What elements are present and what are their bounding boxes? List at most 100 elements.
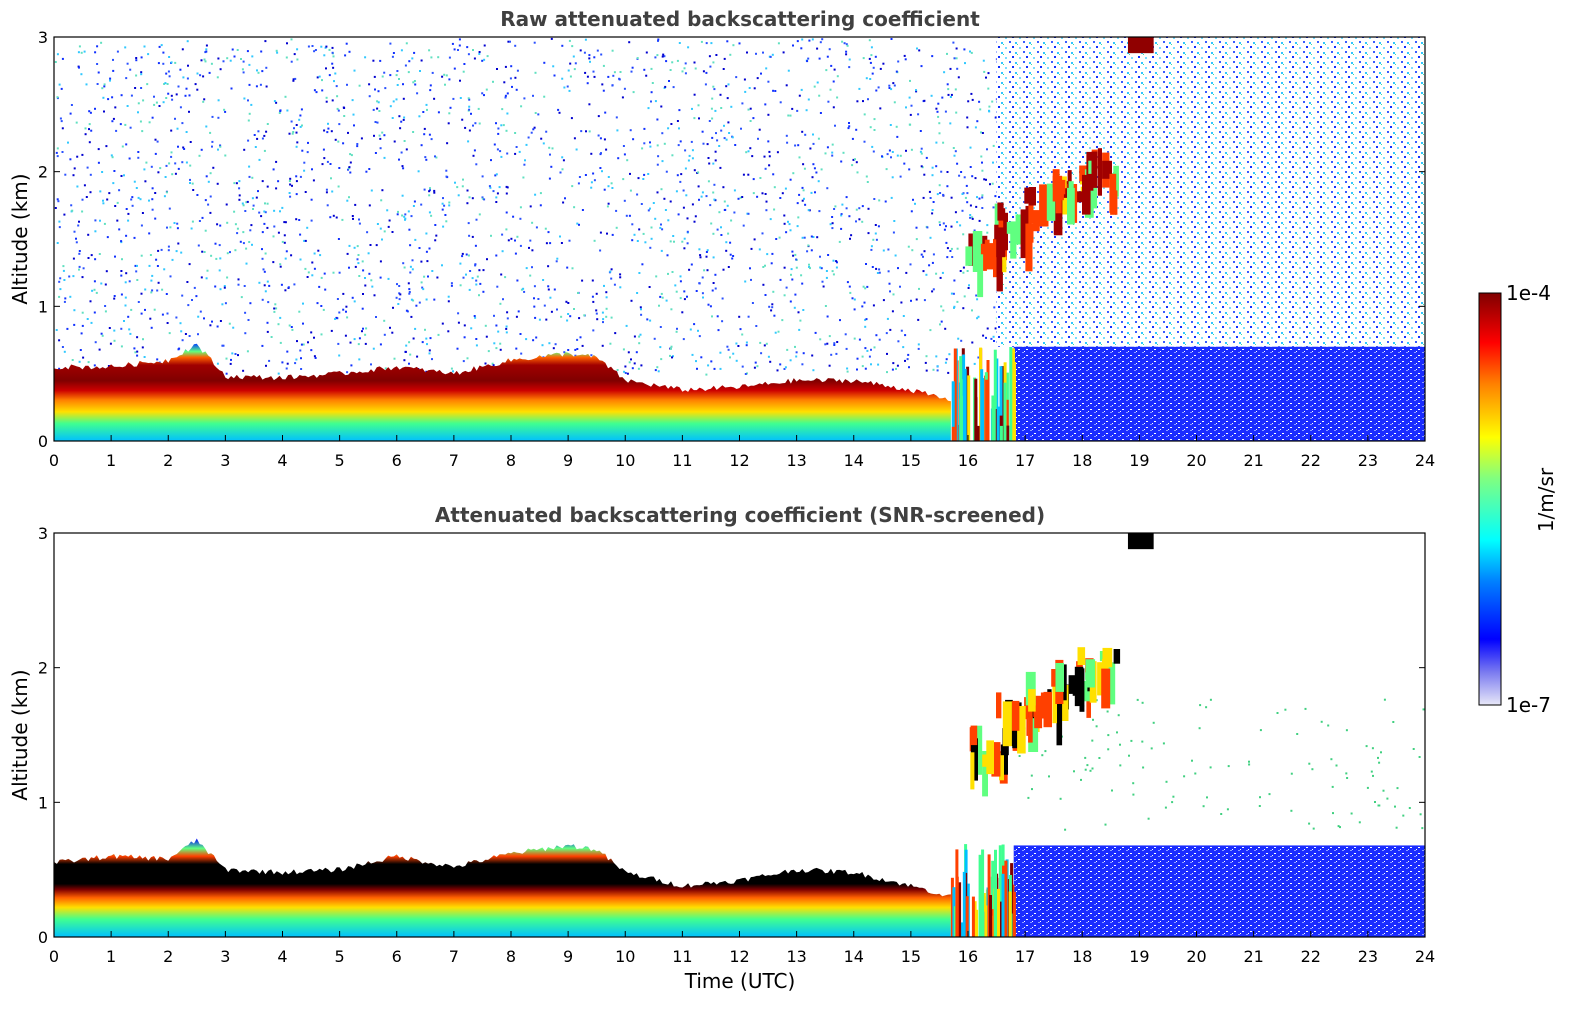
noise-speckle [592,300,595,303]
noise-speckle [697,171,700,174]
noise-speckle [261,248,263,251]
noise-speckle [769,218,772,221]
noise-speckle [290,60,293,63]
noise-speckle [392,100,395,103]
noise-speckle [345,42,348,45]
noise-speckle [949,67,952,70]
noise-speckle [323,157,326,160]
noise-speckle [420,59,423,62]
noise-speckle [475,338,478,340]
noise-speckle [870,248,873,251]
noise-speckle [294,77,297,80]
noise-speckle [976,196,978,199]
noise-speckle [321,163,324,166]
noise-speckle [916,47,918,50]
noise-speckle [942,193,945,196]
noise-speckle [560,242,563,244]
noise-speckle [735,359,738,362]
noise-speckle [861,365,864,368]
noise-speckle [78,250,81,252]
noise-speckle [870,245,873,248]
noise-speckle [426,343,428,346]
noise-speckle [1372,774,1374,777]
cloud-feature [1025,671,1036,706]
noise-speckle [890,88,893,91]
noise-speckle [683,67,686,70]
noise-speckle [803,197,805,200]
noise-speckle [569,62,572,65]
noise-speckle [935,141,938,144]
noise-speckle [814,331,817,334]
noise-speckle [249,229,252,232]
noise-speckle [456,186,459,189]
noise-speckle [741,365,744,368]
noise-speckle [795,351,798,354]
noise-speckle [782,51,785,54]
noise-speckle [590,152,593,155]
noise-speckle [404,218,406,221]
noise-speckle [434,239,437,242]
noise-speckle [676,120,679,122]
noise-speckle [62,269,65,272]
noise-speckle [935,272,938,275]
noise-speckle [1132,782,1135,785]
noise-speckle [701,276,704,279]
noise-speckle [845,347,848,350]
cloud-feature [997,202,1004,221]
noise-speckle [347,131,349,134]
noise-speckle [841,40,844,43]
noise-speckle [773,186,776,189]
noise-speckle [1064,828,1067,831]
noise-speckle [289,183,292,186]
noise-speckle [242,204,245,207]
transition-column [1008,891,1012,937]
cloud-feature [1028,203,1034,224]
noise-speckle [174,162,177,165]
noise-speckle [686,295,688,298]
noise-speckle [970,92,973,95]
noise-speckle [242,60,245,63]
noise-speckle [593,239,596,242]
noise-speckle [765,342,768,345]
noise-speckle [123,174,125,177]
noise-speckle [899,154,902,157]
noise-speckle [966,116,969,119]
noise-speckle [316,302,319,305]
noise-speckle [391,331,394,334]
transition-column [971,896,975,937]
noise-speckle [221,303,224,306]
noise-speckle [779,363,782,366]
noise-speckle [125,234,128,237]
noise-speckle [1059,797,1062,800]
noise-speckle [209,131,212,134]
noise-speckle [124,123,127,126]
noise-speckle [176,222,179,225]
noise-speckle [779,101,782,104]
noise-speckle [701,292,704,295]
noise-speckle [207,203,210,206]
noise-speckle [478,294,480,297]
noise-speckle [886,352,888,355]
noise-speckle [807,244,810,247]
noise-speckle [938,221,941,224]
noise-speckle [870,363,872,366]
noise-speckle [514,132,517,134]
noise-speckle [576,348,579,350]
noise-speckle [955,111,958,114]
noise-speckle [955,47,958,50]
noise-speckle [532,128,535,131]
noise-speckle [520,288,523,291]
noise-speckle [532,339,535,342]
noise-speckle [577,292,579,294]
noise-speckle [243,285,246,287]
noise-speckle [966,270,969,272]
noise-speckle [167,245,170,248]
noise-speckle [851,137,854,140]
noise-speckle [63,279,66,281]
noise-speckle [1095,725,1098,728]
noise-speckle [577,182,580,185]
noise-speckle [808,263,810,266]
noise-speckle [457,321,460,324]
y-tick-label: 3 [38,28,48,47]
noise-speckle [781,319,784,322]
